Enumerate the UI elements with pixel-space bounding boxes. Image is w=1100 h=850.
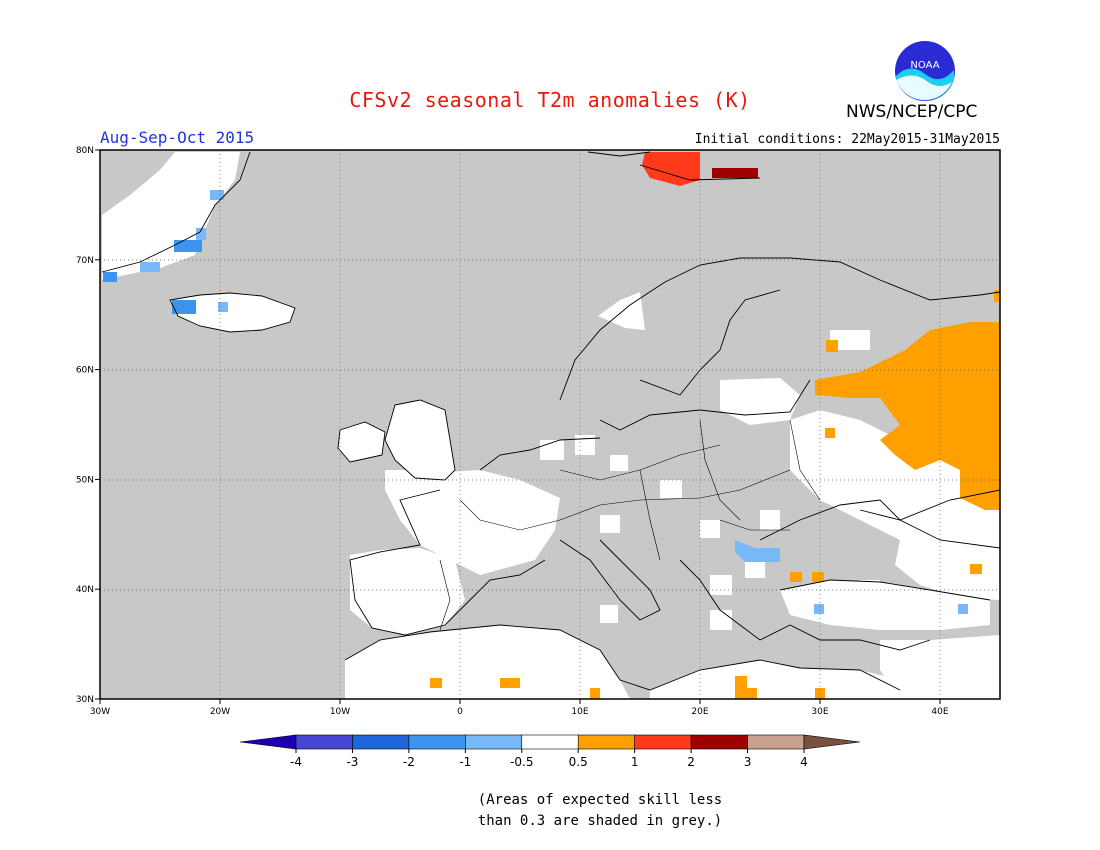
- colorbar-tick-label: -0.5: [510, 755, 533, 769]
- latitude-ticks: 30N 40N 50N 60N 70N 80N: [76, 146, 100, 705]
- lon-tick-label: 0: [457, 707, 463, 717]
- colorbar-tick-label: -2: [403, 755, 415, 769]
- lat-tick-label: 30N: [76, 695, 94, 705]
- colorbar-tick-label: 3: [744, 755, 752, 769]
- north-africa-white: [345, 625, 630, 699]
- season-label: Aug-Sep-Oct 2015: [100, 128, 255, 147]
- libya-egypt-white: [650, 660, 900, 699]
- svalbard-anomaly: [642, 152, 758, 186]
- norway-white: [598, 292, 645, 330]
- baltic-white: [720, 378, 800, 425]
- lat-tick-label: 80N: [76, 146, 94, 156]
- colorbar-bin: [239, 734, 297, 750]
- noaa-logo: NOAA: [895, 41, 955, 101]
- lat-tick-label: 70N: [76, 256, 94, 266]
- lon-tick-label: 40E: [931, 707, 948, 717]
- colorbar-tick-label: 4: [800, 755, 808, 769]
- colorbar-bin: [803, 734, 861, 750]
- colorbar-bin: [352, 734, 410, 750]
- ukraine-russia-white: [790, 410, 1000, 560]
- footnote-line-1: (Areas of expected skill less: [477, 792, 723, 808]
- ireland-white: [338, 422, 385, 462]
- lat-tick-label: 40N: [76, 585, 94, 595]
- skill-footnote: (Areas of expected skill less than 0.3 a…: [470, 790, 730, 832]
- map-frame: [99, 149, 1001, 700]
- colorbar-bin: [521, 734, 579, 750]
- colorbar-bin: [747, 734, 805, 750]
- france-white: [385, 470, 560, 575]
- lat-tick-label: 50N: [76, 475, 94, 485]
- colorbar-tick-label: -4: [290, 755, 302, 769]
- colorbar-tick-label: 2: [687, 755, 695, 769]
- longitude-ticks: 30W 20W 10W 0 10E 20E 30E 40E: [90, 699, 949, 717]
- turkey-white: [780, 580, 990, 630]
- lon-tick-label: 30W: [90, 707, 110, 717]
- caucasus-white: [895, 540, 1000, 600]
- near-normal-areas: [102, 152, 1000, 699]
- footnote-line-2: than 0.3 are shaded in grey.): [477, 813, 723, 829]
- lon-tick-label: 20W: [210, 707, 230, 717]
- colorbar-bin: [295, 734, 353, 750]
- cool-anomaly-cells: [103, 190, 968, 614]
- lon-tick-label: 30E: [811, 707, 828, 717]
- colorbar-bin: [577, 734, 635, 750]
- logo-text: NOAA: [910, 60, 939, 71]
- lon-tick-label: 10E: [571, 707, 588, 717]
- russia-warm-region: [815, 322, 1000, 510]
- lon-tick-label: 20E: [691, 707, 708, 717]
- initial-conditions-label: Initial conditions: 22May2015-31May2015: [694, 132, 1000, 147]
- colorbar: -4 -3 -2 -1 -0.5 0.5 1 2 3 4: [239, 734, 861, 769]
- agency-label: NWS/NCEP/CPC: [846, 102, 978, 122]
- colorbar-tick-label: -1: [459, 755, 471, 769]
- greenland-white: [102, 152, 240, 280]
- iberia-white: [350, 548, 465, 635]
- britain-white: [385, 400, 455, 480]
- colorbar-bin: [690, 734, 748, 750]
- colorbar-tick-label: -3: [346, 755, 358, 769]
- colorbar-bin: [465, 734, 523, 750]
- coastlines: [101, 151, 1001, 691]
- chart-title: CFSv2 seasonal T2m anomalies (K): [349, 88, 751, 112]
- lat-tick-label: 60N: [76, 366, 94, 376]
- colorbar-tick-label: 0.5: [569, 755, 588, 769]
- colorbar-bin: [634, 734, 692, 750]
- colorbar-tick-label: 1: [631, 755, 639, 769]
- lon-tick-label: 10W: [330, 707, 350, 717]
- iceland-white: [170, 293, 295, 332]
- warm-anomaly-orange: [430, 290, 1000, 699]
- colorbar-bin: [408, 734, 466, 750]
